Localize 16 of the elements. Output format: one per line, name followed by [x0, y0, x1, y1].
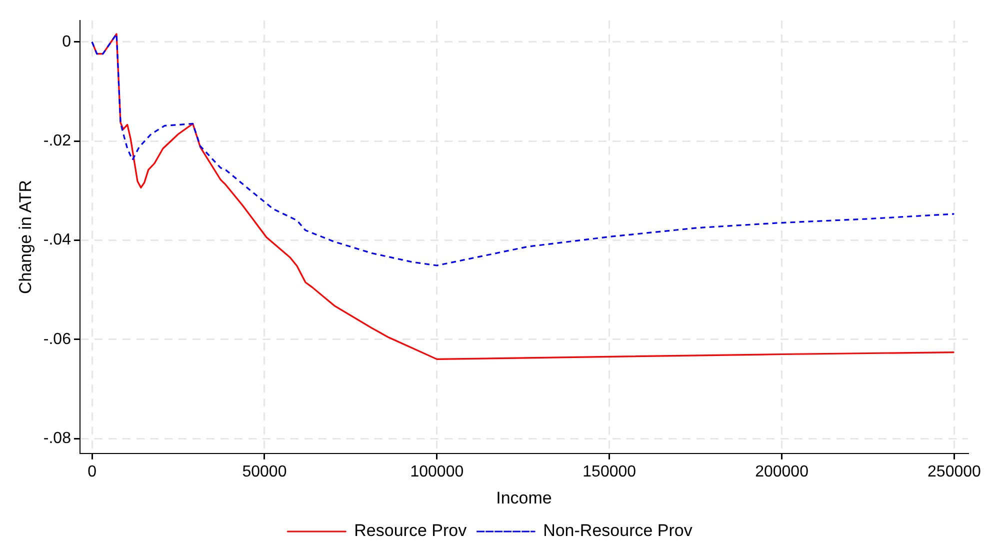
x-axis-title: Income	[496, 488, 552, 508]
x-tick-label: 150000	[582, 463, 636, 480]
legend-label: Non-Resource Prov	[543, 521, 693, 540]
y-tick-label: -.08	[43, 430, 72, 447]
x-tick-label: 100000	[410, 463, 464, 480]
line-series	[91, 33, 956, 266]
x-tick-label: 250000	[928, 463, 981, 480]
y-tick-label: 0	[62, 33, 72, 50]
x-tick-label: 50000	[242, 463, 287, 480]
x-tick-label: 200000	[755, 463, 809, 480]
y-axis-title: Change in ATR	[16, 180, 35, 294]
y-tick-label: -.02	[43, 132, 72, 150]
x-tick-label: 0	[88, 463, 97, 480]
legend-label: Resource Prov	[354, 521, 468, 540]
y-tick-label: -.06	[43, 330, 72, 348]
y-tick-label: -.04	[43, 232, 72, 249]
